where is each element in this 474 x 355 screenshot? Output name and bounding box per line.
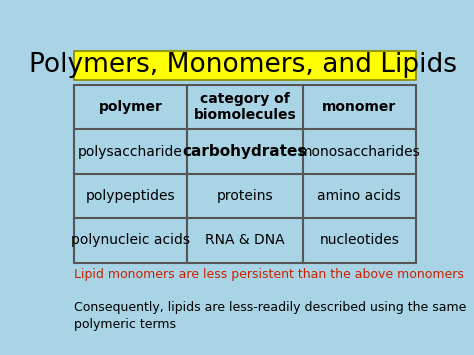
FancyBboxPatch shape bbox=[74, 85, 416, 263]
Text: amino acids: amino acids bbox=[317, 189, 401, 203]
Text: Lipid monomers are less persistent than the above monomers: Lipid monomers are less persistent than … bbox=[74, 268, 464, 281]
Text: monomer: monomer bbox=[322, 100, 396, 114]
Text: category of
biomolecules: category of biomolecules bbox=[193, 92, 296, 122]
Text: proteins: proteins bbox=[217, 189, 273, 203]
Text: polymer: polymer bbox=[99, 100, 162, 114]
Text: polysaccharide: polysaccharide bbox=[78, 144, 183, 159]
Text: carbohydrates: carbohydrates bbox=[182, 144, 307, 159]
Text: monosaccharides: monosaccharides bbox=[298, 144, 420, 159]
Text: RNA & DNA: RNA & DNA bbox=[205, 234, 284, 247]
Text: nucleotides: nucleotides bbox=[319, 234, 399, 247]
Text: Polymers, Monomers, and Lipids: Polymers, Monomers, and Lipids bbox=[29, 52, 457, 78]
FancyBboxPatch shape bbox=[74, 51, 416, 80]
Text: polypeptides: polypeptides bbox=[85, 189, 175, 203]
Text: polynucleic acids: polynucleic acids bbox=[71, 234, 190, 247]
Text: Consequently, lipids are less-readily described using the same
polymeric terms: Consequently, lipids are less-readily de… bbox=[74, 301, 466, 331]
